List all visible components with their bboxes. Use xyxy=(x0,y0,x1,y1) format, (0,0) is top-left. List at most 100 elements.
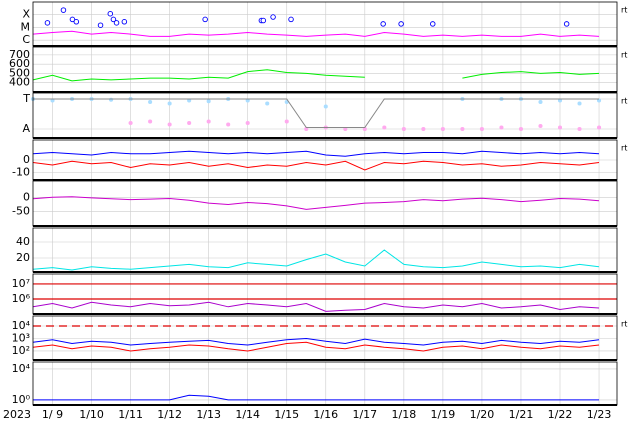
data-dot xyxy=(596,98,602,103)
flare-marker xyxy=(44,20,51,26)
y-tick-label: 10⁶ xyxy=(12,292,31,305)
y-tick-label: 20 xyxy=(16,251,30,264)
data-line xyxy=(32,196,600,210)
y-tick-label: 10⁷ xyxy=(12,277,30,290)
flare-marker xyxy=(60,7,67,13)
y-tick-label: 0 xyxy=(23,190,30,203)
data-dot xyxy=(499,125,504,130)
flare-marker xyxy=(270,14,276,20)
flare-marker xyxy=(260,17,267,24)
x-tick-label: 1/11 xyxy=(118,408,143,421)
flare-marker xyxy=(398,21,404,27)
data-dot xyxy=(577,101,582,106)
data-dot xyxy=(577,126,582,132)
y-tick-label: 700 xyxy=(9,48,30,61)
y-tick-label: -10 xyxy=(12,166,30,179)
data-line xyxy=(32,30,600,37)
y-tick-label: 0 xyxy=(23,153,30,166)
flare-marker xyxy=(380,21,386,27)
right-label: rt xyxy=(621,320,627,329)
y-tick-label: C xyxy=(22,33,30,46)
y-tick-label: 10⁴ xyxy=(12,362,31,375)
x-tick-label: 1/23 xyxy=(587,408,612,421)
right-label: rt xyxy=(621,97,627,106)
panel-frame xyxy=(32,46,618,93)
data-line xyxy=(33,98,599,128)
x-tick-label: 1/18 xyxy=(392,408,417,421)
data-dot xyxy=(284,119,289,124)
data-dot xyxy=(421,126,426,132)
y-tick-label: 10⁰ xyxy=(12,393,31,406)
data-dot xyxy=(265,101,270,106)
data-dot xyxy=(167,101,172,106)
data-line xyxy=(32,69,600,82)
data-dot xyxy=(460,126,465,132)
data-dot xyxy=(323,104,328,109)
x-tick-label: 1/12 xyxy=(157,408,182,421)
y-tick-label: 500 xyxy=(9,66,30,79)
data-dot xyxy=(479,126,484,132)
data-line xyxy=(32,301,600,312)
right-label: rt xyxy=(621,144,627,153)
y-tick-label: 10⁴ xyxy=(12,319,31,332)
x-tick-label: 1/13 xyxy=(196,408,221,421)
data-dot xyxy=(187,120,192,126)
x-tick-label: 1/10 xyxy=(79,408,104,421)
data-line xyxy=(32,249,600,271)
data-dot xyxy=(206,119,211,124)
x-tick-label: 1/ 9 xyxy=(42,408,63,421)
data-dot xyxy=(538,123,543,129)
y-tick-label: T xyxy=(22,92,30,105)
x-tick-label: 1/17 xyxy=(352,408,377,421)
y-tick-label: 400 xyxy=(9,76,30,89)
y-tick-label: A xyxy=(22,122,30,135)
flare-marker xyxy=(121,19,128,25)
y-tick-label: M xyxy=(21,20,31,33)
flare-marker xyxy=(97,22,104,28)
x-tick-label: 1/16 xyxy=(313,408,338,421)
data-line xyxy=(33,394,599,401)
panel-frame xyxy=(32,315,618,361)
flare-marker xyxy=(107,10,114,17)
data-dot xyxy=(245,120,250,126)
panel-frame xyxy=(32,273,618,315)
data-line xyxy=(32,337,600,346)
x-tick-label: 1/14 xyxy=(235,408,260,421)
flare-marker xyxy=(202,16,208,23)
panel-frame xyxy=(32,92,618,139)
flare-marker xyxy=(288,16,294,23)
x-tick-label: 1/20 xyxy=(470,408,495,421)
data-dot xyxy=(148,119,153,124)
x-tick-label: 1/15 xyxy=(274,408,299,421)
y-tick-label: 10² xyxy=(12,344,30,357)
y-tick-label: -50 xyxy=(12,205,30,218)
flare-marker xyxy=(69,16,76,23)
panel-frame xyxy=(32,227,618,273)
data-line xyxy=(32,160,600,171)
x-tick-label: 1/19 xyxy=(431,408,456,421)
data-line xyxy=(32,341,600,352)
data-dot xyxy=(167,122,172,127)
flare-marker xyxy=(563,21,570,27)
flare-marker xyxy=(73,19,80,25)
flare-marker xyxy=(429,21,436,27)
flare-marker xyxy=(110,16,117,23)
data-dot xyxy=(538,99,543,105)
y-tick-label: 10³ xyxy=(12,331,30,344)
panel-frame xyxy=(32,361,618,406)
y-tick-label: X xyxy=(22,8,30,21)
right-label: rt xyxy=(621,6,627,15)
panel-frame xyxy=(32,180,618,227)
data-dot xyxy=(148,99,153,105)
data-dot xyxy=(382,125,387,130)
data-dot xyxy=(128,120,133,126)
data-dot xyxy=(206,99,211,104)
x-tick-label: 1/22 xyxy=(548,408,573,421)
panel-frame xyxy=(32,1,618,47)
data-dot xyxy=(557,125,563,130)
data-dot xyxy=(518,126,524,132)
x-tick-label: 1/21 xyxy=(509,408,534,421)
data-dot xyxy=(401,126,406,132)
flare-marker xyxy=(113,20,120,26)
